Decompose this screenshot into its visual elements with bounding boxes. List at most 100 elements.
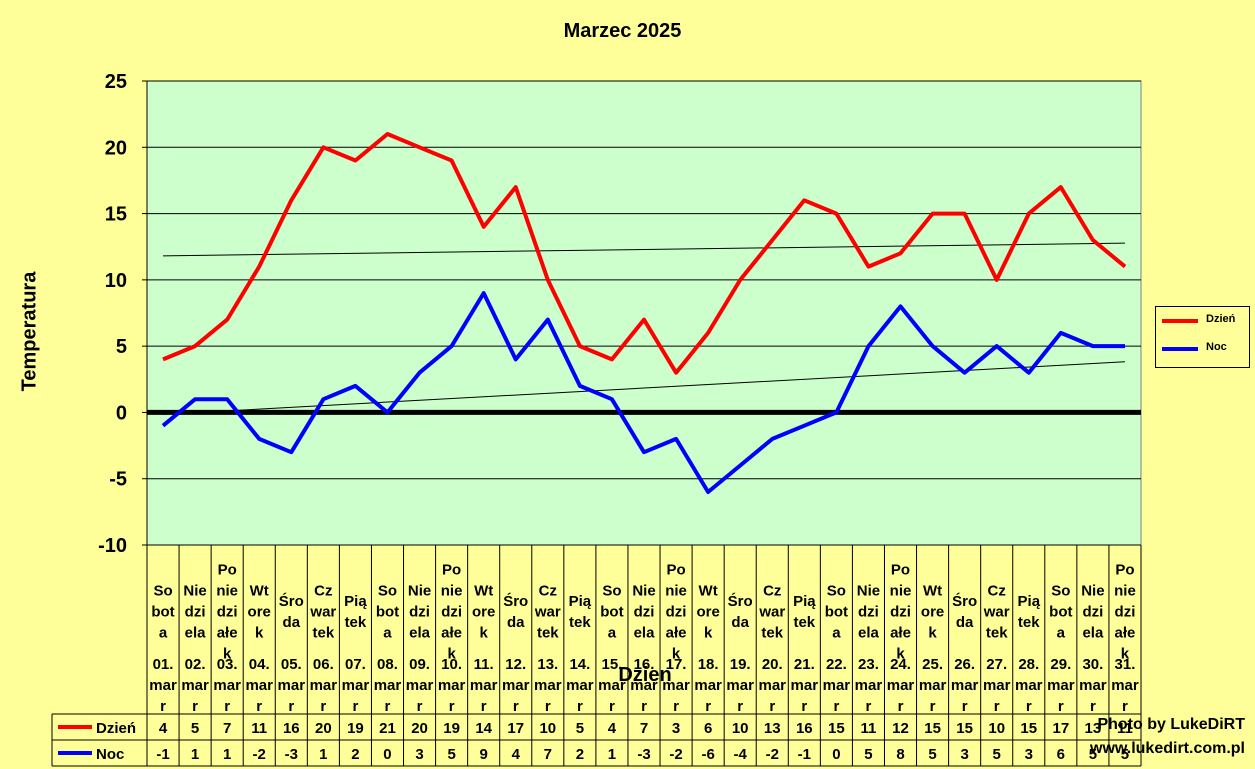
y-tick-label: 5 [116,336,127,358]
table-cell-value: 5 [1089,746,1097,763]
category-day-label: a [832,625,841,642]
legend-label-night: Noc [1206,341,1227,353]
table-cell-value: -2 [669,746,682,763]
category-day-label: Śro [279,592,304,610]
category-day-label: Cz [988,583,1006,600]
table-cell-value: 15 [1020,720,1037,737]
credit-website: www.lukedirt.com.pl [1090,740,1245,757]
category-date-label: r [705,698,711,715]
table-cell-value: 14 [475,720,492,737]
table-cell-value: 16 [796,720,813,737]
category-date-label: r [1026,698,1032,715]
table-cell-value: 15 [956,720,973,737]
category-day-label: dzi [890,604,911,621]
category-date-label: 26. [954,656,975,673]
category-day-label: nie [1114,583,1136,600]
category-date-label: r [385,698,391,715]
category-date-label: r [769,698,775,715]
table-cell-value: 20 [411,720,428,737]
category-date-label: r [866,698,872,715]
category-date-label: r [994,698,1000,715]
y-tick-label: 20 [105,137,127,159]
category-date-label: 10. [441,656,462,673]
category-day-label: tek [1018,614,1040,631]
category-day-label: da [507,614,525,631]
category-date-label: 25. [922,656,943,673]
category-date-label: r [801,698,807,715]
y-tick-label: -5 [109,469,127,491]
category-day-label: a [608,625,617,642]
category-day-label: Śro [728,592,753,610]
category-date-label: r [545,698,551,715]
table-cell-value: 6 [1057,746,1065,763]
category-date-label: mar [245,677,273,694]
category-date-label: 15. [602,656,623,673]
category-date-label: r [930,698,936,715]
category-date-label: r [481,698,487,715]
category-date-label: r [417,698,423,715]
category-day-label: war [309,604,336,621]
category-date-label: mar [823,677,851,694]
category-date-label: mar [758,677,786,694]
category-day-label: Pią [344,593,367,610]
category-day-label: Nie [183,583,206,600]
category-date-label: mar [983,677,1011,694]
category-day-label: Pią [569,593,592,610]
table-series-name: Dzień [96,720,136,737]
table-cell-value: 10 [988,720,1005,737]
category-date-label: 05. [281,656,302,673]
category-day-label: ela [634,625,656,642]
y-tick-label: 25 [105,71,127,93]
category-date-label: 18. [698,656,719,673]
table-cell-value: 1 [608,746,616,763]
category-day-label: war [534,604,561,621]
table-cell-value: 4 [159,720,168,737]
category-date-label: mar [566,677,594,694]
table-cell-value: 5 [928,746,936,763]
category-day-label: da [731,614,749,631]
category-day-label: k [255,625,264,642]
category-day-label: So [1051,583,1070,600]
legend: Dzień Noc [1155,306,1250,368]
category-day-label: Po [891,562,910,579]
category-date-label: mar [694,677,722,694]
table-cell-value: 19 [347,720,364,737]
category-date-label: mar [470,677,498,694]
category-day-label: war [983,604,1010,621]
category-date-label: mar [887,677,915,694]
category-day-label: So [153,583,172,600]
category-day-label: ela [1082,625,1104,642]
category-day-label: da [283,614,301,631]
category-date-label: 29. [1050,656,1071,673]
category-date-label: 09. [409,656,430,673]
category-day-label: a [1057,625,1066,642]
category-day-label: k [223,646,232,663]
category-day-label: Cz [539,583,557,600]
category-date-label: 30. [1082,656,1103,673]
category-day-label: Wt [250,583,269,600]
category-day-label: dzi [441,604,462,621]
table-cell-value: 6 [704,720,712,737]
category-date-label: 31. [1115,656,1136,673]
category-date-label: r [320,698,326,715]
category-date-label: r [160,698,166,715]
category-day-label: bot [1049,604,1072,621]
table-cell-value: 19 [443,720,460,737]
category-day-label: a [159,625,168,642]
y-tick-label: 10 [105,270,127,292]
category-date-label: 12. [505,656,526,673]
category-day-label: ałe [666,625,687,642]
category-day-label: ałe [1115,625,1136,642]
table-cell-value: -4 [734,746,748,763]
category-day-label: Pią [1018,593,1041,610]
table-cell-value: 17 [507,720,524,737]
category-date-label: r [288,698,294,715]
chart-title: Marzec 2025 [563,20,682,42]
table-cell-value: 7 [640,720,648,737]
category-date-label: r [192,698,198,715]
plot-area [146,80,1142,546]
table-cell-value: 4 [512,746,521,763]
table-cell-value: 17 [1052,720,1069,737]
table-cell-value: 5 [1121,746,1129,763]
category-date-label: 01. [153,656,174,673]
